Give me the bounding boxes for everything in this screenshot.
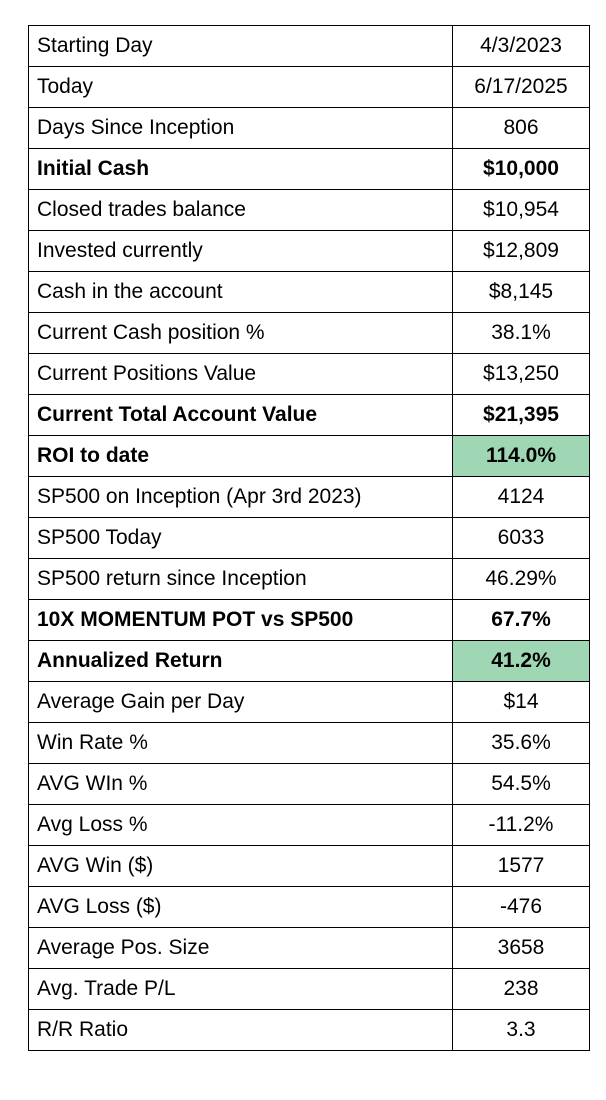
row-label: Current Positions Value [28,353,453,395]
row-value: 1577 [452,845,590,887]
row-label: Initial Cash [28,148,453,190]
row-value: -476 [452,886,590,928]
row-label: 10X MOMENTUM POT vs SP500 [28,599,453,641]
row-label: Win Rate % [28,722,453,764]
row-label: SP500 Today [28,517,453,559]
row-label: AVG Loss ($) [28,886,453,928]
row-value: $21,395 [452,394,590,436]
row-label: ROI to date [28,435,453,477]
table-row: AVG WIn % 54.5% [28,763,590,805]
table-row: Avg. Trade P/L 238 [28,968,590,1010]
table-row: Current Positions Value $13,250 [28,353,590,395]
row-value: 806 [452,107,590,149]
row-label: Today [28,66,453,108]
table-row: Invested currently $12,809 [28,230,590,272]
table-row: R/R Ratio 3.3 [28,1009,590,1051]
row-label: AVG WIn % [28,763,453,805]
table-row: Cash in the account $8,145 [28,271,590,313]
row-value: $12,809 [452,230,590,272]
row-label: SP500 on Inception (Apr 3rd 2023) [28,476,453,518]
row-value: 46.29% [452,558,590,600]
row-value: $14 [452,681,590,723]
row-value: 3658 [452,927,590,969]
row-label: Closed trades balance [28,189,453,231]
table-row: Current Total Account Value $21,395 [28,394,590,436]
table-row: Average Pos. Size 3658 [28,927,590,969]
table-row: Avg Loss % -11.2% [28,804,590,846]
row-value: 67.7% [452,599,590,641]
row-label: Avg. Trade P/L [28,968,453,1010]
table-row: AVG Win ($) 1577 [28,845,590,887]
row-label: AVG Win ($) [28,845,453,887]
table-row: SP500 Today 6033 [28,517,590,559]
row-label: Current Total Account Value [28,394,453,436]
table-row: 10X MOMENTUM POT vs SP500 67.7% [28,599,590,641]
row-value: $10,000 [452,148,590,190]
stats-table: Starting Day 4/3/2023 Today 6/17/2025 Days S… [28,25,590,1051]
row-label: Annualized Return [28,640,453,682]
row-value: 41.2% [452,640,590,682]
row-label: Invested currently [28,230,453,272]
row-label: Avg Loss % [28,804,453,846]
row-value: $13,250 [452,353,590,395]
row-value: 6033 [452,517,590,559]
row-value: 3.3 [452,1009,590,1051]
row-value: 38.1% [452,312,590,354]
stats-table-body: Starting Day 4/3/2023 Today 6/17/2025 Days S… [28,25,590,1051]
row-value: $8,145 [452,271,590,313]
table-row: Today 6/17/2025 [28,66,590,108]
row-value: 35.6% [452,722,590,764]
row-value: 54.5% [452,763,590,805]
table-row: SP500 return since Inception 46.29% [28,558,590,600]
table-row: Current Cash position % 38.1% [28,312,590,354]
table-row: Initial Cash $10,000 [28,148,590,190]
row-label: Days Since Inception [28,107,453,149]
row-value: 6/17/2025 [452,66,590,108]
table-row: Annualized Return 41.2% [28,640,590,682]
row-label: Starting Day [28,25,453,67]
row-value: 4/3/2023 [452,25,590,67]
table-row: Starting Day 4/3/2023 [28,25,590,67]
row-label: Current Cash position % [28,312,453,354]
row-label: Average Pos. Size [28,927,453,969]
row-value: 238 [452,968,590,1010]
row-label: R/R Ratio [28,1009,453,1051]
table-row: Days Since Inception 806 [28,107,590,149]
row-label: SP500 return since Inception [28,558,453,600]
row-value: -11.2% [452,804,590,846]
table-row: Closed trades balance $10,954 [28,189,590,231]
table-row: Average Gain per Day $14 [28,681,590,723]
table-row: ROI to date 114.0% [28,435,590,477]
row-value: 4124 [452,476,590,518]
row-value: 114.0% [452,435,590,477]
row-label: Cash in the account [28,271,453,313]
row-value: $10,954 [452,189,590,231]
table-row: SP500 on Inception (Apr 3rd 2023) 4124 [28,476,590,518]
table-row: AVG Loss ($) -476 [28,886,590,928]
table-row: Win Rate % 35.6% [28,722,590,764]
row-label: Average Gain per Day [28,681,453,723]
